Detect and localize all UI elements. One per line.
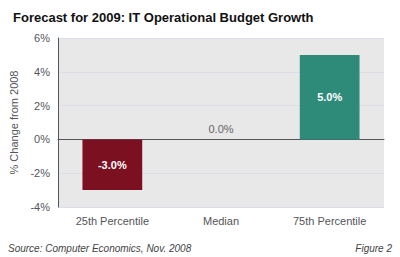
svg-text:0%: 0% [34,133,50,145]
svg-text:2%: 2% [34,100,50,112]
svg-text:75th Percentile: 75th Percentile [293,215,366,227]
svg-text:Figure 2: Figure 2 [355,243,392,254]
svg-text:6%: 6% [34,32,50,44]
svg-text:-4%: -4% [30,201,50,213]
svg-text:0.0%: 0.0% [208,123,233,135]
svg-text:Median: Median [203,215,239,227]
svg-text:5.0%: 5.0% [317,91,342,103]
svg-text:Source: Computer Economics, No: Source: Computer Economics, Nov. 2008 [8,243,192,254]
svg-text:% Change from 2008: % Change from 2008 [8,71,20,175]
svg-text:Forecast for 2009: IT Operatio: Forecast for 2009: IT Operational Budget… [13,10,314,25]
svg-text:4%: 4% [34,66,50,78]
svg-text:25th Percentile: 25th Percentile [76,215,149,227]
svg-text:-3.0%: -3.0% [98,159,127,171]
svg-text:-2%: -2% [30,167,50,179]
